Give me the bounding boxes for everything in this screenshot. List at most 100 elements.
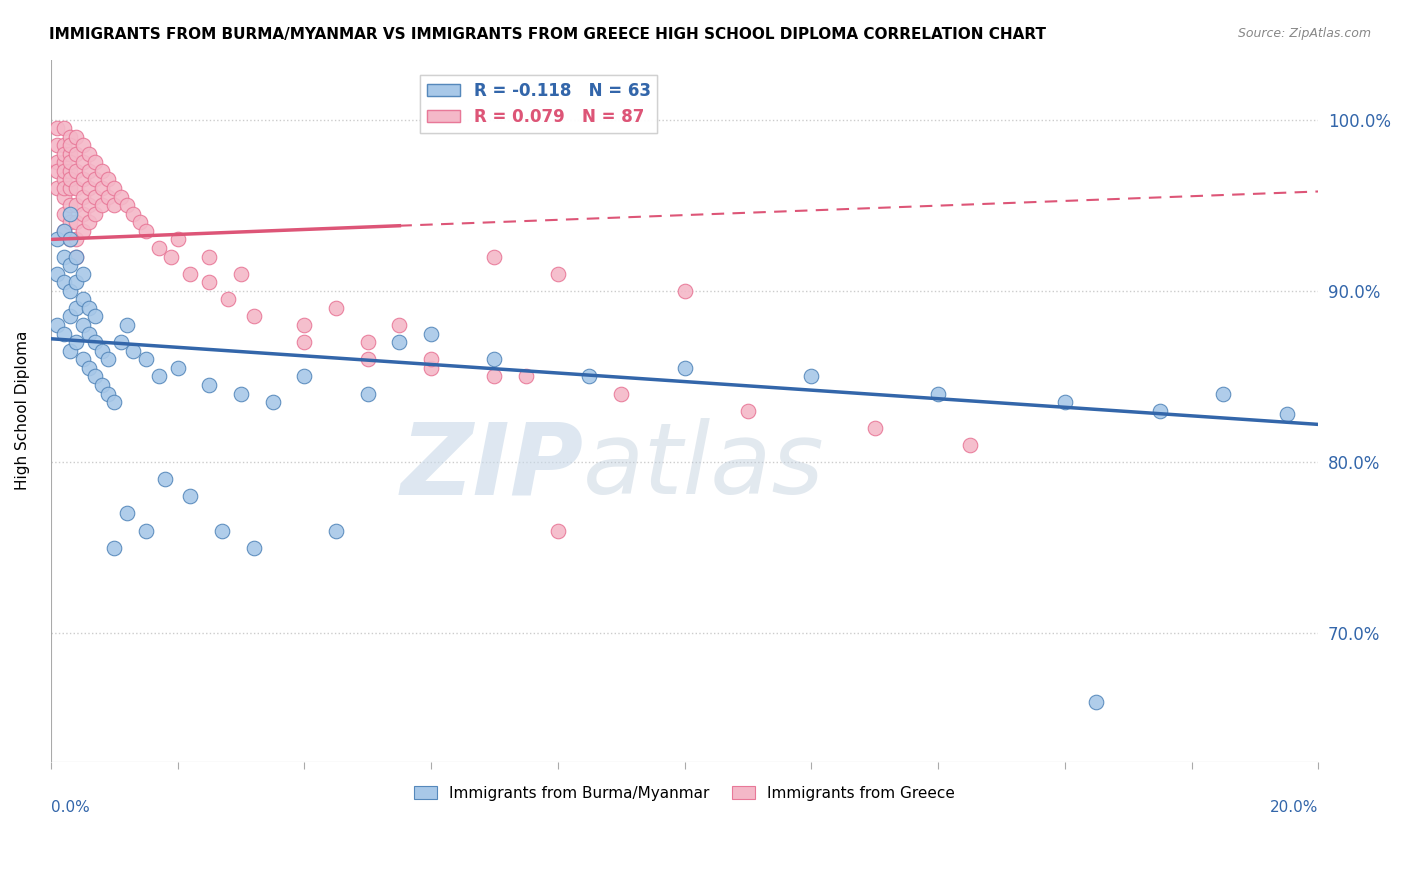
Point: [420, 326, 443, 341]
Point: [59, 155, 82, 169]
Point: [52, 146, 75, 161]
Point: [52, 189, 75, 203]
Point: [115, 198, 138, 212]
Point: [84, 310, 107, 324]
Point: [90, 198, 112, 212]
Y-axis label: High School Diploma: High School Diploma: [15, 331, 30, 491]
Point: [84, 335, 107, 350]
Point: [800, 369, 823, 384]
Point: [90, 181, 112, 195]
Point: [292, 335, 315, 350]
Point: [1149, 403, 1171, 417]
Point: [46, 232, 69, 246]
Point: [77, 326, 100, 341]
Point: [179, 489, 201, 503]
Point: [547, 267, 569, 281]
Point: [65, 250, 87, 264]
Point: [122, 343, 145, 358]
Point: [59, 284, 82, 298]
Point: [84, 369, 107, 384]
Point: [52, 224, 75, 238]
Point: [217, 293, 239, 307]
Point: [115, 507, 138, 521]
Point: [292, 369, 315, 384]
Point: [135, 224, 157, 238]
Point: [72, 172, 94, 186]
Point: [166, 360, 188, 375]
Point: [72, 224, 94, 238]
Point: [59, 310, 82, 324]
Point: [262, 395, 284, 409]
Text: 20.0%: 20.0%: [1270, 800, 1319, 815]
Point: [1053, 395, 1076, 409]
Point: [72, 189, 94, 203]
Point: [148, 241, 170, 255]
Point: [65, 129, 87, 144]
Point: [484, 369, 506, 384]
Point: [59, 198, 82, 212]
Point: [357, 352, 380, 367]
Point: [59, 258, 82, 272]
Point: [325, 524, 347, 538]
Point: [135, 352, 157, 367]
Point: [153, 472, 176, 486]
Point: [84, 189, 107, 203]
Point: [515, 369, 537, 384]
Point: [1212, 386, 1234, 401]
Point: [229, 386, 252, 401]
Point: [46, 121, 69, 136]
Point: [46, 267, 69, 281]
Point: [959, 438, 981, 452]
Point: [77, 164, 100, 178]
Point: [65, 335, 87, 350]
Point: [72, 155, 94, 169]
Point: [72, 207, 94, 221]
Point: [59, 181, 82, 195]
Point: [65, 301, 87, 315]
Point: [160, 250, 183, 264]
Point: [72, 318, 94, 332]
Point: [52, 172, 75, 186]
Point: [325, 301, 347, 315]
Point: [84, 172, 107, 186]
Point: [59, 164, 82, 178]
Point: [97, 352, 120, 367]
Point: [97, 172, 120, 186]
Point: [292, 318, 315, 332]
Point: [52, 326, 75, 341]
Point: [59, 232, 82, 246]
Point: [59, 343, 82, 358]
Point: [77, 146, 100, 161]
Point: [103, 541, 125, 555]
Point: [578, 369, 600, 384]
Point: [72, 138, 94, 153]
Point: [52, 224, 75, 238]
Point: [357, 335, 380, 350]
Point: [52, 138, 75, 153]
Point: [59, 207, 82, 221]
Point: [46, 318, 69, 332]
Point: [65, 215, 87, 229]
Point: [52, 164, 75, 178]
Point: [863, 421, 886, 435]
Point: [77, 198, 100, 212]
Point: [198, 378, 221, 392]
Point: [46, 181, 69, 195]
Point: [242, 541, 264, 555]
Point: [610, 386, 633, 401]
Point: [103, 181, 125, 195]
Point: [198, 250, 221, 264]
Point: [52, 250, 75, 264]
Point: [229, 267, 252, 281]
Point: [927, 386, 949, 401]
Point: [242, 310, 264, 324]
Point: [90, 343, 112, 358]
Point: [103, 395, 125, 409]
Point: [673, 284, 696, 298]
Point: [59, 172, 82, 186]
Point: [97, 386, 120, 401]
Point: [46, 164, 69, 178]
Point: [211, 524, 233, 538]
Point: [1085, 695, 1108, 709]
Text: ZIP: ZIP: [401, 418, 583, 516]
